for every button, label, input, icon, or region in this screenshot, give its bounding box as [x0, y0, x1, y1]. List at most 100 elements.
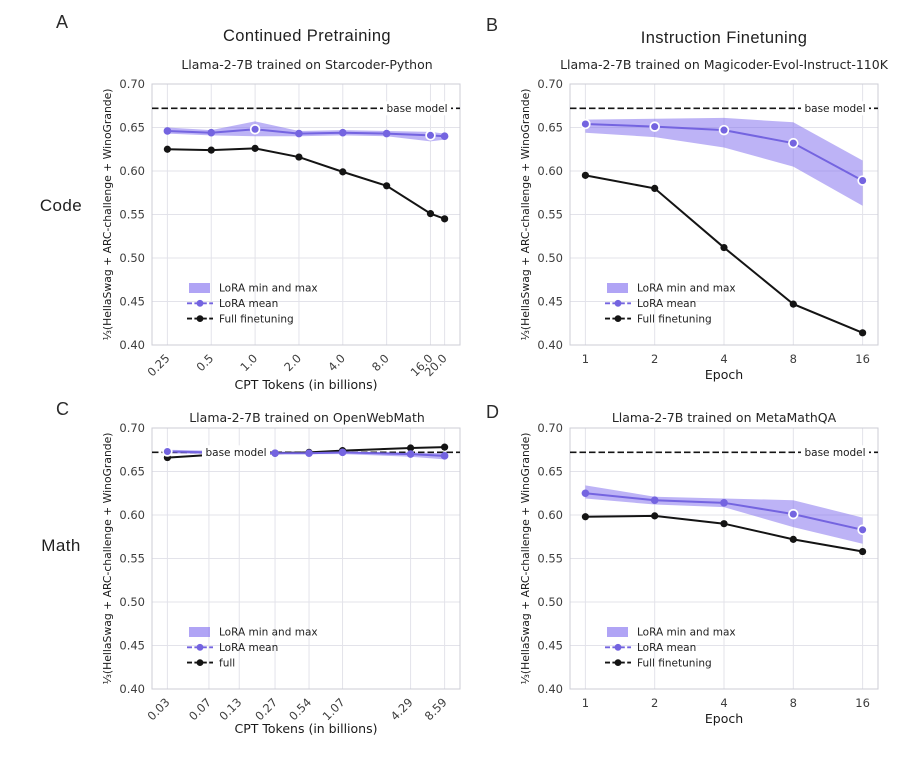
- base-model-label: base model: [804, 447, 865, 459]
- chart-d-title: Llama-2-7B trained on MetaMathQA: [611, 410, 837, 425]
- legend-label: LoRA min and max: [219, 283, 318, 295]
- legend-label: LoRA mean: [637, 298, 696, 310]
- x-axis-label: Epoch: [705, 711, 743, 726]
- svg-text:0.50: 0.50: [119, 595, 145, 609]
- svg-text:0.45: 0.45: [537, 639, 563, 653]
- legend-label: full: [219, 657, 235, 669]
- marker-lora: [295, 129, 303, 138]
- line-lora-mean: [580, 118, 868, 186]
- chart-svg-c: base model0.400.450.500.550.600.650.700.…: [101, 421, 461, 736]
- y-axis-label: ⅓(HellaSwag + ARC-challenge + WinoGrande…: [519, 88, 532, 340]
- svg-text:0.70: 0.70: [537, 421, 563, 435]
- x-axis-ticks: 1 2 4 8 16: [582, 696, 870, 710]
- svg-text:8.0: 8.0: [369, 351, 392, 374]
- legend-label: Full finetuning: [637, 313, 712, 325]
- svg-text:0.40: 0.40: [537, 338, 563, 352]
- marker-lora: [788, 137, 799, 149]
- legend-marker: [614, 299, 622, 307]
- chart-svg-b: base model 0.40 0.45 0.50 0.55 0.60 0.65 0.70 1 2…: [519, 77, 879, 382]
- marker-full: [426, 210, 435, 218]
- svg-text:0.70: 0.70: [537, 77, 563, 91]
- x-axis-ticks: 0.25 0.5 1.0 2.0 4.0 8.0 16.020.0: [145, 351, 450, 379]
- svg-text:0.50: 0.50: [537, 251, 563, 265]
- marker-lora: [580, 118, 591, 130]
- marker-full: [581, 513, 589, 521]
- marker-lora: [720, 499, 728, 507]
- marker-lora: [857, 524, 868, 536]
- svg-text:8.59: 8.59: [422, 695, 450, 723]
- svg-text:0.60: 0.60: [119, 164, 145, 178]
- svg-text:0.45: 0.45: [119, 295, 145, 309]
- y-axis-label: ⅓(HellaSwag + ARC-challenge + WinoGrande…: [101, 432, 114, 684]
- svg-text:0.27: 0.27: [252, 695, 280, 723]
- marker-lora: [440, 132, 449, 140]
- legend-label: LoRA min and max: [637, 627, 736, 639]
- marker-full: [383, 182, 391, 190]
- lora-min-max-band: [167, 121, 445, 142]
- svg-text:4: 4: [720, 352, 727, 366]
- legend: LoRA min and max LoRA mean Full finetuning: [605, 283, 736, 325]
- legend-band-swatch: [607, 283, 628, 293]
- legend-label: LoRA mean: [637, 642, 696, 654]
- marker-lora: [581, 489, 590, 498]
- marker-full: [720, 243, 728, 252]
- chart-c-title: Llama-2-7B trained on OpenWebMath: [189, 410, 425, 425]
- marker-lora: [406, 450, 415, 458]
- marker-full: [859, 547, 867, 556]
- svg-text:0.65: 0.65: [119, 121, 145, 135]
- y-axis-ticks: 0.40 0.45 0.50 0.55 0.60 0.65 0.70: [537, 77, 563, 352]
- svg-text:8: 8: [790, 696, 797, 710]
- marker-lora: [718, 124, 730, 136]
- marker-full: [339, 168, 347, 176]
- marker-full: [163, 145, 171, 153]
- panel-letter-c: C: [56, 399, 70, 419]
- legend-marker: [196, 659, 204, 666]
- legend-band-swatch: [607, 627, 628, 637]
- svg-text:2: 2: [651, 696, 658, 710]
- line-full-finetuning: [581, 171, 867, 337]
- svg-text:0.54: 0.54: [286, 695, 314, 723]
- legend: LoRA min and max LoRA mean Full finetuning: [187, 283, 318, 325]
- legend: LoRA min and max LoRA mean Full finetuning: [605, 627, 736, 669]
- legend-marker: [614, 315, 622, 322]
- base-model-label-bg: [383, 101, 451, 116]
- chart-panel-b: base model 0.40 0.45 0.50 0.55 0.60 0.65 0.70 1 2…: [514, 70, 894, 408]
- svg-text:0.70: 0.70: [119, 421, 145, 435]
- row-label-math: Math: [41, 536, 81, 555]
- marker-lora: [249, 123, 261, 135]
- legend-band-swatch: [189, 627, 210, 637]
- legend-label: Full finetuning: [637, 657, 712, 669]
- svg-text:0.25: 0.25: [145, 351, 173, 379]
- svg-text:1: 1: [582, 352, 589, 366]
- line-lora-mean: [581, 489, 868, 536]
- legend-label: Full finetuning: [219, 313, 294, 325]
- base-model-label-bg: [801, 445, 869, 460]
- x-axis-label: CPT Tokens (in billions): [235, 377, 378, 392]
- plot-border: [569, 83, 879, 346]
- legend-label: LoRA min and max: [637, 283, 736, 295]
- base-model-label-bg: [202, 445, 270, 460]
- column-header-instruction-finetuning: Instruction Finetuning: [640, 29, 808, 47]
- svg-text:4.29: 4.29: [388, 695, 416, 723]
- svg-text:0.60: 0.60: [537, 508, 563, 522]
- marker-lora: [440, 452, 449, 460]
- legend-marker: [196, 643, 204, 651]
- chart-svg-a: base model0.400.450.500.550.600.650.700.…: [101, 77, 461, 392]
- svg-text:0.03: 0.03: [145, 695, 173, 723]
- base-model-label: base model: [205, 447, 266, 459]
- svg-text:1.07: 1.07: [320, 695, 348, 723]
- chart-b-title: Llama-2-7B trained on Magicoder-Evol-Ins…: [560, 57, 888, 72]
- x-axis-ticks: 1 2 4 8 16: [582, 352, 870, 366]
- svg-text:0.45: 0.45: [119, 639, 145, 653]
- legend-band-swatch: [189, 283, 210, 293]
- marker-full: [789, 535, 797, 543]
- plot-border: [569, 427, 879, 690]
- svg-text:0.40: 0.40: [119, 338, 145, 352]
- line-lora-mean: [163, 123, 449, 141]
- svg-text:0.50: 0.50: [537, 595, 563, 609]
- row-label-code: Code: [39, 196, 83, 215]
- y-axis-ticks: 0.40 0.45 0.50 0.55 0.60 0.65 0.70: [119, 77, 145, 352]
- marker-full: [651, 512, 659, 520]
- svg-text:0.5: 0.5: [194, 351, 217, 374]
- marker-full: [295, 153, 303, 161]
